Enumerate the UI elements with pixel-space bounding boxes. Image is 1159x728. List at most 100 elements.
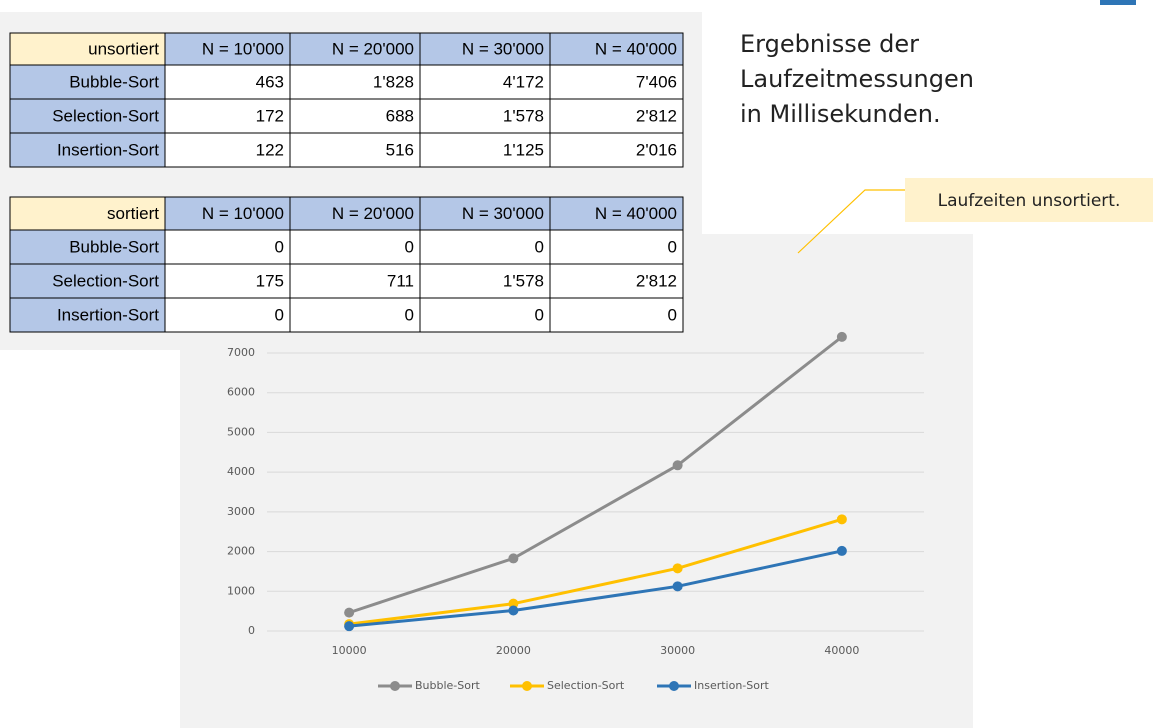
table-cell — [419, 229, 551, 265]
cell-text: 2'016 — [636, 140, 677, 159]
cell-text: 0 — [535, 237, 544, 256]
series-line — [348, 549, 843, 628]
cell-text: Selection-Sort — [52, 106, 159, 125]
cell-text: Bubble-Sort — [69, 237, 159, 256]
cell-text: 1'125 — [503, 140, 544, 159]
table-cell — [419, 32, 551, 66]
cell-text: 0 — [535, 305, 544, 324]
table-cell — [549, 263, 684, 299]
table-cell — [9, 196, 166, 231]
table-cell — [164, 263, 291, 299]
cell-text: N = 20'000 — [332, 204, 414, 223]
cell-text: N = 10'000 — [202, 204, 284, 223]
cell-text: 1'578 — [503, 271, 544, 290]
cell-text: 2'812 — [636, 106, 677, 125]
table-cell — [419, 132, 551, 168]
y-tick-label: 7000 — [227, 346, 255, 359]
table-cell — [289, 263, 421, 299]
table-cell — [419, 297, 551, 333]
description-line: in Millisekunden. — [740, 100, 941, 128]
table-cell — [289, 132, 421, 168]
table-cell — [419, 98, 551, 134]
cell-text: 172 — [256, 106, 284, 125]
cell-text: 175 — [256, 271, 284, 290]
cell-text: 463 — [256, 72, 284, 91]
y-tick-label: 5000 — [227, 425, 255, 438]
data-point — [508, 598, 519, 609]
y-tick-label: 2000 — [227, 545, 255, 558]
y-tick-label: 1000 — [227, 584, 255, 597]
data-point — [344, 621, 355, 632]
cell-text: 0 — [668, 305, 677, 324]
x-tick-label: 20000 — [496, 644, 531, 657]
cell-text: 516 — [386, 140, 414, 159]
table-cell — [164, 132, 291, 168]
data-point — [344, 607, 355, 618]
table-cell — [9, 263, 166, 299]
series-line — [348, 517, 843, 626]
table-cell — [289, 229, 421, 265]
table-cell — [549, 297, 684, 333]
cell-text: Bubble-Sort — [69, 72, 159, 91]
callout-box — [905, 178, 1153, 222]
data-point — [836, 514, 847, 525]
table-cell — [549, 98, 684, 134]
description-line: Ergebnisse der — [740, 30, 919, 58]
legend-label: Bubble-Sort — [415, 679, 481, 692]
description-line: Laufzeitmessungen — [740, 65, 974, 93]
y-tick-label: 3000 — [227, 505, 255, 518]
table-cell — [9, 64, 166, 100]
series-line — [348, 335, 843, 615]
table-cell — [419, 263, 551, 299]
cell-text: 0 — [275, 237, 284, 256]
cell-text: Insertion-Sort — [57, 140, 159, 159]
table-cell — [289, 297, 421, 333]
data-point — [836, 545, 847, 556]
x-tick-label: 10000 — [332, 644, 367, 657]
table-cell — [9, 132, 166, 168]
cell-text: N = 40'000 — [595, 204, 677, 223]
cell-text: Selection-Sort — [52, 271, 159, 290]
legend-label: Selection-Sort — [547, 679, 625, 692]
cell-text: N = 40'000 — [595, 39, 677, 58]
cell-text: 4'172 — [503, 72, 544, 91]
cell-text: N = 30'000 — [462, 204, 544, 223]
y-tick-label: 0 — [248, 624, 255, 637]
logo-fragment — [1100, 0, 1136, 5]
x-tick-label: 40000 — [824, 644, 859, 657]
table-cell — [419, 64, 551, 100]
callout-text: Laufzeiten unsortiert. — [938, 191, 1121, 211]
cell-text: N = 10'000 — [202, 39, 284, 58]
table-cell — [419, 196, 551, 231]
data-point — [672, 581, 683, 592]
data-point — [508, 553, 519, 564]
table-cell — [164, 98, 291, 134]
data-point — [508, 605, 519, 616]
cell-text: Insertion-Sort — [57, 305, 159, 324]
table-cell — [549, 229, 684, 265]
legend-marker — [669, 681, 679, 691]
cell-text: N = 20'000 — [332, 39, 414, 58]
table-cell — [164, 64, 291, 100]
cell-text: 122 — [256, 140, 284, 159]
legend-marker — [390, 681, 400, 691]
legend-label: Insertion-Sort — [694, 679, 770, 692]
data-point — [672, 460, 683, 471]
cell-text: N = 30'000 — [462, 39, 544, 58]
cell-text: 1'828 — [373, 72, 414, 91]
table-cell — [549, 32, 684, 66]
table-cell — [164, 297, 291, 333]
cell-text: 0 — [405, 305, 414, 324]
table-cell — [549, 64, 684, 100]
table-cell — [549, 132, 684, 168]
cell-text: 688 — [386, 106, 414, 125]
cell-text: 0 — [275, 305, 284, 324]
table-cell — [164, 32, 291, 66]
cell-text: unsortiert — [88, 39, 159, 58]
y-tick-label: 6000 — [227, 386, 255, 399]
cell-text: sortiert — [107, 204, 159, 223]
data-point — [672, 563, 683, 574]
cell-text: 1'578 — [503, 106, 544, 125]
x-tick-label: 30000 — [660, 644, 695, 657]
